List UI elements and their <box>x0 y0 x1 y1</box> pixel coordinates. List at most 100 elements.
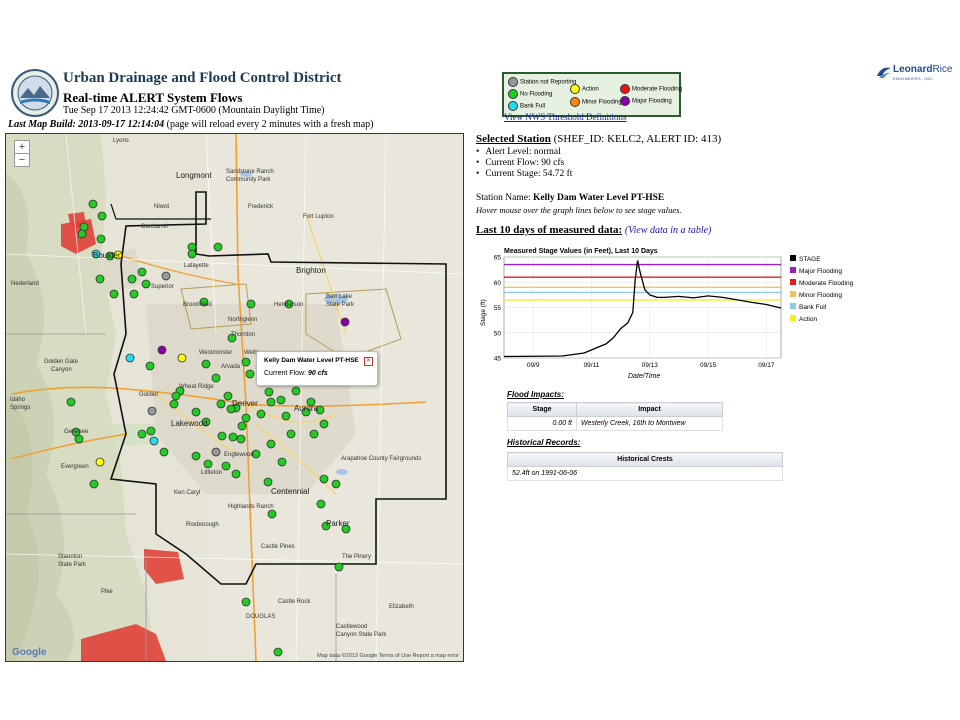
station-marker[interactable] <box>284 299 294 309</box>
station-marker[interactable] <box>177 353 187 363</box>
station-marker[interactable] <box>191 407 201 417</box>
station-marker[interactable] <box>226 404 236 414</box>
station-marker[interactable] <box>187 249 197 259</box>
station-marker[interactable] <box>291 386 301 396</box>
station-marker[interactable] <box>113 250 123 260</box>
station-marker[interactable] <box>341 524 351 534</box>
station-marker[interactable] <box>66 397 76 407</box>
station-marker[interactable] <box>334 562 344 572</box>
zoom-in-button[interactable]: + <box>14 140 30 154</box>
zoom-out-button[interactable]: − <box>14 153 30 167</box>
station-marker[interactable] <box>88 199 98 209</box>
station-marker[interactable] <box>241 597 251 607</box>
station-marker[interactable] <box>127 274 137 284</box>
station-marker[interactable] <box>217 431 227 441</box>
station-marker[interactable] <box>331 479 341 489</box>
station-marker[interactable] <box>89 479 99 489</box>
station-marker[interactable] <box>211 447 221 457</box>
station-marker[interactable] <box>267 509 277 519</box>
station-marker[interactable] <box>266 439 276 449</box>
station-marker[interactable] <box>141 279 151 289</box>
station-marker[interactable] <box>236 434 246 444</box>
station-marker[interactable] <box>96 234 106 244</box>
station-marker[interactable] <box>306 397 316 407</box>
station-marker[interactable] <box>137 429 147 439</box>
map-label-douglas: DOUGLAS <box>246 614 276 620</box>
legend-swatch <box>790 303 796 309</box>
col-impact[interactable]: Impact <box>576 402 723 417</box>
station-marker[interactable] <box>159 447 169 457</box>
station-marker[interactable] <box>109 289 119 299</box>
station-marker[interactable] <box>237 421 247 431</box>
station-marker[interactable] <box>251 449 261 459</box>
station-marker[interactable] <box>149 436 159 446</box>
station-marker[interactable] <box>256 409 266 419</box>
station-marker[interactable] <box>266 397 276 407</box>
station-marker[interactable] <box>286 429 296 439</box>
company-subtitle: ENGINEERS, INC. <box>893 76 935 81</box>
station-marker[interactable] <box>91 249 101 259</box>
station-marker[interactable] <box>137 267 147 277</box>
station-marker[interactable] <box>211 373 221 383</box>
view-table-link[interactable]: (View data in a table) <box>624 225 712 236</box>
station-marker[interactable] <box>201 359 211 369</box>
station-marker[interactable] <box>201 417 211 427</box>
station-marker[interactable] <box>245 369 255 379</box>
station-marker[interactable] <box>74 434 84 444</box>
col-stage[interactable]: Stage <box>507 402 577 417</box>
station-marker[interactable] <box>315 405 325 415</box>
station-marker[interactable] <box>191 451 201 461</box>
station-marker[interactable] <box>161 271 171 281</box>
station-marker[interactable] <box>213 242 223 252</box>
station-marker[interactable] <box>169 399 179 409</box>
station-marker[interactable] <box>301 407 311 417</box>
station-marker[interactable] <box>273 647 283 657</box>
station-marker[interactable] <box>319 474 329 484</box>
station-marker[interactable] <box>146 426 156 436</box>
station-marker[interactable] <box>216 399 226 409</box>
nws-threshold-link[interactable]: View NWS Threshold Definitions <box>504 112 627 122</box>
station-marker[interactable] <box>241 413 251 423</box>
station-marker[interactable] <box>319 419 329 429</box>
station-marker[interactable] <box>203 459 213 469</box>
flow-map[interactable]: Lyons Longmont Sandstone Ranch Community… <box>5 133 464 662</box>
chart-ylabel: Stage (ft) <box>480 299 487 326</box>
station-marker[interactable] <box>95 274 105 284</box>
station-markers[interactable] <box>6 134 463 661</box>
station-marker[interactable] <box>223 391 233 401</box>
station-marker[interactable] <box>277 457 287 467</box>
station-marker[interactable] <box>129 289 139 299</box>
station-marker[interactable] <box>228 432 238 442</box>
stage-chart[interactable]: Measured Stage Values (in Feet), Last 10… <box>476 244 866 384</box>
station-marker[interactable] <box>171 391 181 401</box>
stage-series-line[interactable] <box>503 260 782 358</box>
station-marker[interactable] <box>241 357 251 367</box>
station-marker[interactable] <box>95 457 105 467</box>
station-marker[interactable] <box>281 411 291 421</box>
map-canvas[interactable] <box>6 134 463 661</box>
station-marker[interactable] <box>264 387 274 397</box>
station-marker[interactable] <box>316 499 326 509</box>
station-marker[interactable] <box>77 229 87 239</box>
station-marker[interactable] <box>276 395 286 405</box>
station-marker[interactable] <box>157 345 167 355</box>
station-marker[interactable] <box>309 429 319 439</box>
station-marker[interactable] <box>321 521 331 531</box>
station-marker[interactable] <box>231 469 241 479</box>
station-marker[interactable] <box>340 317 350 327</box>
close-icon[interactable]: ✕ <box>364 357 373 366</box>
legend-swatch <box>790 255 796 261</box>
station-marker[interactable] <box>199 297 209 307</box>
historical-crest: 52.4ft on 1991-06-06 <box>507 466 783 481</box>
google-logo[interactable]: Google <box>12 647 47 658</box>
station-marker[interactable] <box>246 299 256 309</box>
station-marker[interactable] <box>145 361 155 371</box>
station-marker[interactable] <box>97 211 107 221</box>
station-marker[interactable] <box>147 406 157 416</box>
col-historical-crests[interactable]: Historical Crests <box>507 452 783 467</box>
station-marker[interactable] <box>227 333 237 343</box>
map-data-credit[interactable]: Map data ©2013 Google Terms of Use Repor… <box>317 653 459 659</box>
station-marker[interactable] <box>125 353 135 363</box>
station-marker[interactable] <box>221 461 231 471</box>
station-marker[interactable] <box>263 477 273 487</box>
